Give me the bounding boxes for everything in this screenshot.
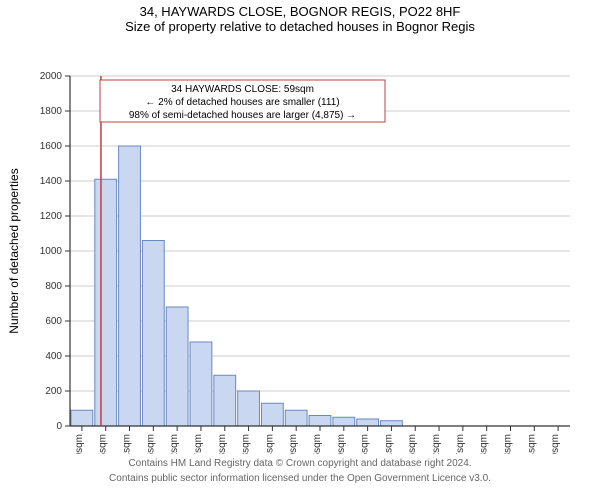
bar bbox=[309, 416, 331, 427]
x-tick-label: 91sqm bbox=[122, 434, 133, 454]
x-tick-label: 55sqm bbox=[98, 434, 109, 454]
bar bbox=[142, 241, 164, 427]
bar bbox=[357, 419, 379, 426]
bar bbox=[71, 410, 93, 426]
y-tick-label: 800 bbox=[45, 281, 62, 292]
x-tick-label: 304sqm bbox=[264, 434, 275, 454]
y-tick-label: 1000 bbox=[40, 246, 63, 257]
x-tick-label: 552sqm bbox=[431, 434, 442, 454]
x-tick-label: 410sqm bbox=[336, 434, 347, 454]
y-tick-label: 0 bbox=[56, 421, 62, 432]
bar bbox=[95, 179, 117, 426]
copyright-line-2: Contains public sector information licen… bbox=[0, 473, 600, 484]
bar bbox=[166, 307, 188, 426]
bar bbox=[238, 391, 260, 426]
title-line-1: 34, HAYWARDS CLOSE, BOGNOR REGIS, PO22 8… bbox=[0, 0, 600, 19]
x-tick-label: 587sqm bbox=[455, 434, 466, 454]
y-tick-label: 1800 bbox=[40, 106, 63, 117]
x-tick-label: 729sqm bbox=[550, 434, 561, 454]
bar bbox=[214, 375, 236, 426]
x-tick-label: 694sqm bbox=[526, 434, 537, 454]
x-tick-label: 126sqm bbox=[145, 434, 156, 454]
bar bbox=[381, 421, 403, 426]
bar bbox=[119, 146, 141, 426]
x-tick-label: 20sqm bbox=[74, 434, 85, 454]
histogram-chart: 0 200 400 600 800 1000 1200 1400 1600 1800 2000 20s… bbox=[0, 34, 600, 454]
annotation-line-1: 34 HAYWARDS CLOSE: 59sqm bbox=[171, 84, 314, 95]
y-tick-label: 400 bbox=[45, 351, 62, 362]
title-line-2: Size of property relative to detached ho… bbox=[0, 19, 600, 34]
x-tick-label: 197sqm bbox=[193, 434, 204, 454]
y-tick-label: 1600 bbox=[40, 141, 63, 152]
y-tick-label: 1200 bbox=[40, 211, 63, 222]
bar bbox=[261, 403, 283, 426]
y-tick-label: 600 bbox=[45, 316, 62, 327]
x-tick-label: 268sqm bbox=[241, 434, 252, 454]
x-tick-label: 446sqm bbox=[360, 434, 371, 454]
y-tick-label: 1400 bbox=[40, 176, 63, 187]
x-tick-label: 481sqm bbox=[383, 434, 394, 454]
bar bbox=[190, 342, 212, 426]
annotation-line-3: 98% of semi-detached houses are larger (… bbox=[129, 110, 356, 121]
annotation-line-2: ← 2% of detached houses are smaller (111… bbox=[145, 97, 339, 108]
y-tick-label: 2000 bbox=[40, 71, 63, 82]
y-axis-label: Number of detached properties bbox=[7, 168, 21, 333]
bar bbox=[333, 417, 355, 426]
bar bbox=[285, 410, 307, 426]
x-tick-label: 623sqm bbox=[479, 434, 490, 454]
copyright-line-1: Contains HM Land Registry data © Crown c… bbox=[0, 458, 600, 469]
x-tick-label: 658sqm bbox=[502, 434, 513, 454]
x-tick-label: 516sqm bbox=[407, 434, 418, 454]
x-tick-label: 162sqm bbox=[169, 434, 180, 454]
x-tick-label: 233sqm bbox=[217, 434, 228, 454]
y-tick-label: 200 bbox=[45, 386, 62, 397]
x-tick-label: 375sqm bbox=[312, 434, 323, 454]
x-tick-label: 339sqm bbox=[288, 434, 299, 454]
